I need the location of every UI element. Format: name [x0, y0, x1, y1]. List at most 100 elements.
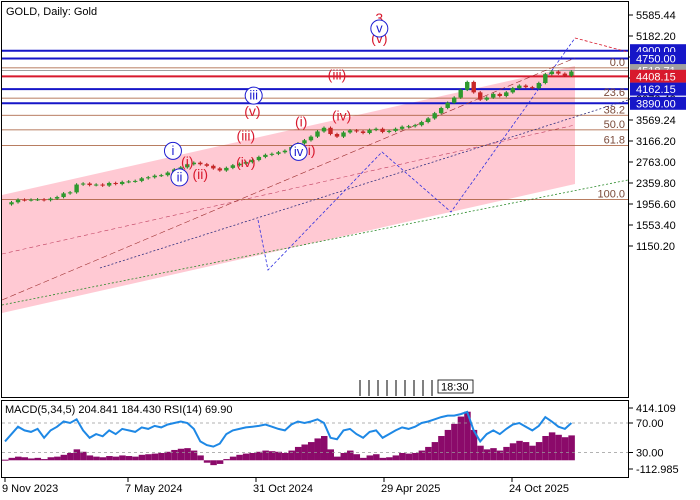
candle-body	[243, 162, 249, 164]
macd-bar	[138, 454, 146, 461]
wave-path-blue	[257, 37, 576, 271]
price-tag-label: 4162.15	[636, 84, 676, 96]
fib-label: 50.0	[604, 119, 625, 131]
candle-body	[28, 199, 34, 201]
price-candles	[9, 70, 574, 206]
x-tick-label: 9 Nov 2023	[2, 483, 58, 495]
candle-body	[504, 92, 509, 97]
candle-body	[119, 181, 125, 185]
wave-label-blue: iv	[294, 144, 304, 159]
candle-body	[360, 131, 366, 133]
ind-y-tick-label: 414.109	[636, 403, 676, 415]
wave-label-red: (ii)	[193, 166, 209, 182]
candle-body	[569, 71, 574, 76]
wave-label-red: (iv)	[236, 154, 255, 170]
fib-label: 38.2	[604, 104, 625, 116]
candle-body	[230, 165, 236, 168]
macd-bar	[379, 457, 387, 461]
elliott-wave-labels: (i)(ii)(iii)(iv)(v)(i)(ii)(iii)(iv)(v)3i…	[163, 10, 389, 187]
candle-body	[217, 168, 223, 171]
macd-bar	[190, 450, 198, 461]
price-tag-box	[630, 82, 686, 96]
candle-body	[367, 129, 372, 133]
macd-bar	[535, 442, 543, 461]
wave-label-red: (iv)	[332, 107, 351, 123]
macd-bar	[73, 449, 81, 461]
price-tag-label: 4408.15	[636, 71, 676, 83]
wave-label-red: 3	[375, 10, 383, 26]
candle-body	[185, 164, 190, 168]
macd-bar	[21, 457, 29, 461]
candle-body	[146, 177, 151, 179]
candle-body	[478, 92, 483, 100]
macd-bar	[41, 459, 48, 461]
macd-bar	[373, 454, 380, 461]
indicator-pane-border	[1, 400, 629, 478]
candle-body	[562, 73, 568, 76]
candle-body	[425, 118, 431, 123]
candle-body	[536, 82, 542, 89]
candle-body	[341, 132, 346, 137]
candle-body	[191, 162, 196, 165]
macd-bar	[158, 452, 165, 461]
candle-body	[497, 93, 502, 97]
candle-body	[510, 88, 515, 93]
candle-body	[543, 74, 548, 83]
candle-body	[15, 199, 21, 203]
macd-bar	[132, 456, 139, 461]
wave-label-red: (i)	[181, 153, 193, 169]
macd-bar	[477, 445, 484, 461]
fib-label: 23.6	[604, 87, 625, 99]
macd-bar	[242, 453, 250, 461]
x-tick-label: 7 May 2024	[125, 483, 182, 495]
macd-bar	[399, 452, 406, 461]
macd-bar	[516, 440, 523, 461]
macd-bar	[15, 456, 22, 461]
macd-bar	[249, 452, 256, 461]
candle-body	[386, 130, 392, 132]
fibonacci-levels: 0.0 23.6 38.2 50.0 61.8 100.0	[2, 57, 628, 201]
macd-bar	[99, 457, 107, 461]
x-tick-label: 24 Oct 2025	[509, 483, 569, 495]
macd-bar	[281, 452, 289, 461]
macd-bar	[93, 456, 100, 461]
macd-bar	[229, 456, 237, 461]
macd-histogram	[2, 411, 575, 466]
x-tick-label: 31 Oct 2024	[253, 483, 313, 495]
macd-bar	[548, 432, 556, 461]
channel-band	[2, 66, 575, 313]
y-tick-label: 1553.40	[636, 220, 676, 232]
macd-bar	[444, 429, 452, 461]
candle-body	[276, 152, 281, 154]
candle-body	[465, 81, 470, 90]
candle-body	[334, 134, 340, 137]
candle-body	[204, 164, 210, 166]
price-tag-label: 4750.00	[636, 54, 676, 66]
wave-label-red: (iii)	[237, 127, 256, 143]
candle-body	[80, 183, 86, 185]
macd-bar	[119, 455, 126, 461]
candle-body	[347, 130, 353, 133]
candle-body	[419, 122, 424, 126]
price-tag-label: 3890.00	[636, 98, 676, 110]
macd-bar	[405, 453, 413, 461]
candle-body	[93, 184, 99, 186]
candle-body	[113, 182, 118, 185]
macd-bar	[255, 451, 263, 461]
macd-bar	[353, 454, 361, 461]
candle-body	[250, 160, 255, 163]
candle-body	[67, 192, 73, 194]
regression-channel	[1, 66, 576, 313]
macd-bar	[145, 454, 152, 461]
macd-bar	[555, 434, 562, 461]
candle-body	[471, 81, 476, 93]
macd-bar	[60, 454, 68, 461]
macd-bar	[216, 460, 224, 464]
horizontal-levels	[2, 49, 628, 105]
candle-body	[152, 175, 157, 178]
wave-label-blue: ii	[177, 169, 183, 184]
candle-body	[549, 71, 555, 75]
macd-bar	[86, 455, 94, 461]
candle-body	[48, 198, 53, 201]
